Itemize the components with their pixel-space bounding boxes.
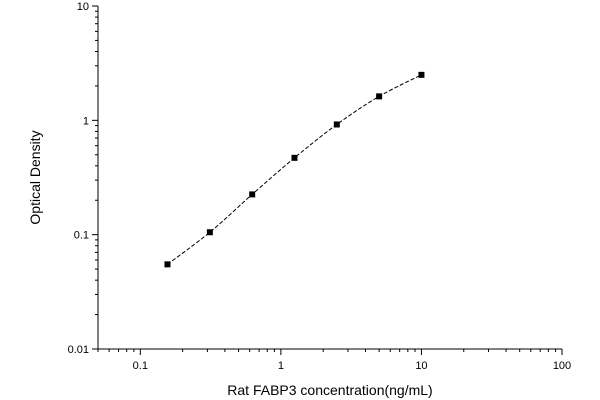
ticks: 0.1 1 10 100 0.01 0.1 1 10 <box>68 1 572 372</box>
data-point-marker <box>376 93 383 100</box>
x-tick-label: 0.1 <box>133 360 148 372</box>
data-point-marker <box>249 191 256 198</box>
y-tick-label: 0.01 <box>68 344 89 356</box>
x-tick-label: 100 <box>553 360 571 372</box>
y-axis-title: Optical Density <box>27 130 43 224</box>
data-points-layer <box>164 71 425 268</box>
y-tick-label: 10 <box>77 1 89 13</box>
axes <box>97 6 562 350</box>
x-axis-title: Rat FABP3 concentration(ng/mL) <box>227 382 432 398</box>
x-tick-label: 1 <box>278 360 284 372</box>
data-point-marker <box>206 229 213 236</box>
data-point-marker <box>418 71 425 78</box>
y-tick-label: 0.1 <box>74 230 89 242</box>
standard-curve-fit-line <box>167 74 422 265</box>
data-point-marker <box>333 121 340 128</box>
y-tick-label: 1 <box>83 115 89 127</box>
x-tick-label: 10 <box>415 360 427 372</box>
fit-curve-layer <box>167 74 422 265</box>
data-point-marker <box>291 154 298 161</box>
data-point-marker <box>164 261 171 268</box>
